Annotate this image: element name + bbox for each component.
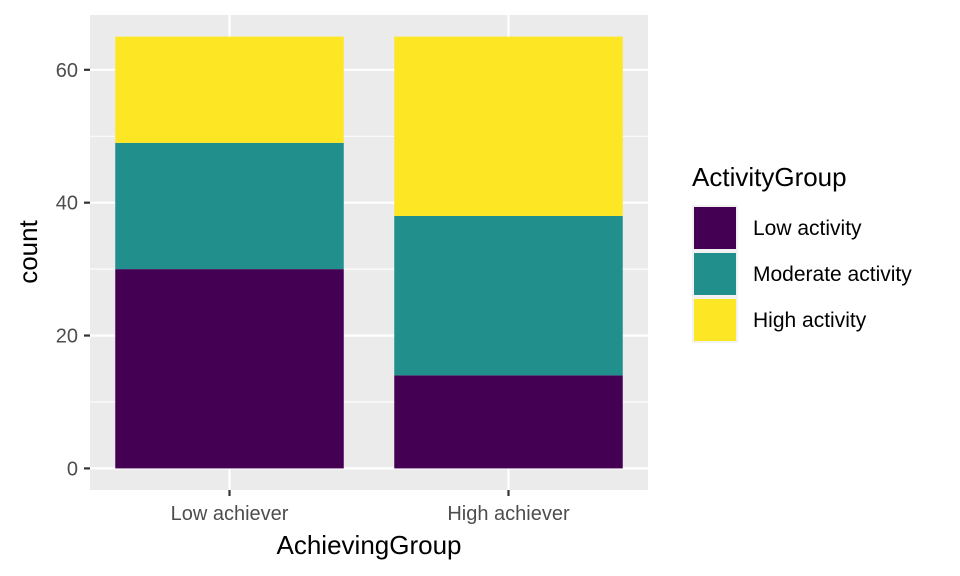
legend-label: Moderate activity xyxy=(753,263,912,286)
x-axis: Low achiever High achiever xyxy=(171,490,570,525)
legend-label: High activity xyxy=(753,309,867,332)
y-axis: 0 20 40 60 xyxy=(56,60,90,480)
x-tick-label: Low achiever xyxy=(171,503,289,525)
y-tick-label: 40 xyxy=(56,193,78,215)
bar-segment xyxy=(394,36,623,216)
legend-swatch xyxy=(694,207,736,249)
bar-segment xyxy=(115,269,344,469)
legend-swatch xyxy=(694,299,736,341)
legend-swatch xyxy=(694,253,736,295)
bar-segment xyxy=(394,215,623,376)
legend: ActivityGroup Low activity Moderate activ… xyxy=(692,162,912,343)
bars xyxy=(115,36,623,469)
y-axis-title: count xyxy=(13,219,43,283)
y-tick-label: 60 xyxy=(56,60,78,82)
x-axis-title: AchievingGroup xyxy=(277,530,462,560)
y-tick-label: 0 xyxy=(67,458,78,480)
legend-title: ActivityGroup xyxy=(692,162,847,192)
y-tick-label: 20 xyxy=(56,326,78,348)
bar-segment xyxy=(115,142,344,270)
x-tick-label: High achiever xyxy=(447,503,570,525)
bar-segment xyxy=(115,36,344,143)
bar-segment xyxy=(394,375,623,469)
legend-label: Low activity xyxy=(753,217,862,240)
